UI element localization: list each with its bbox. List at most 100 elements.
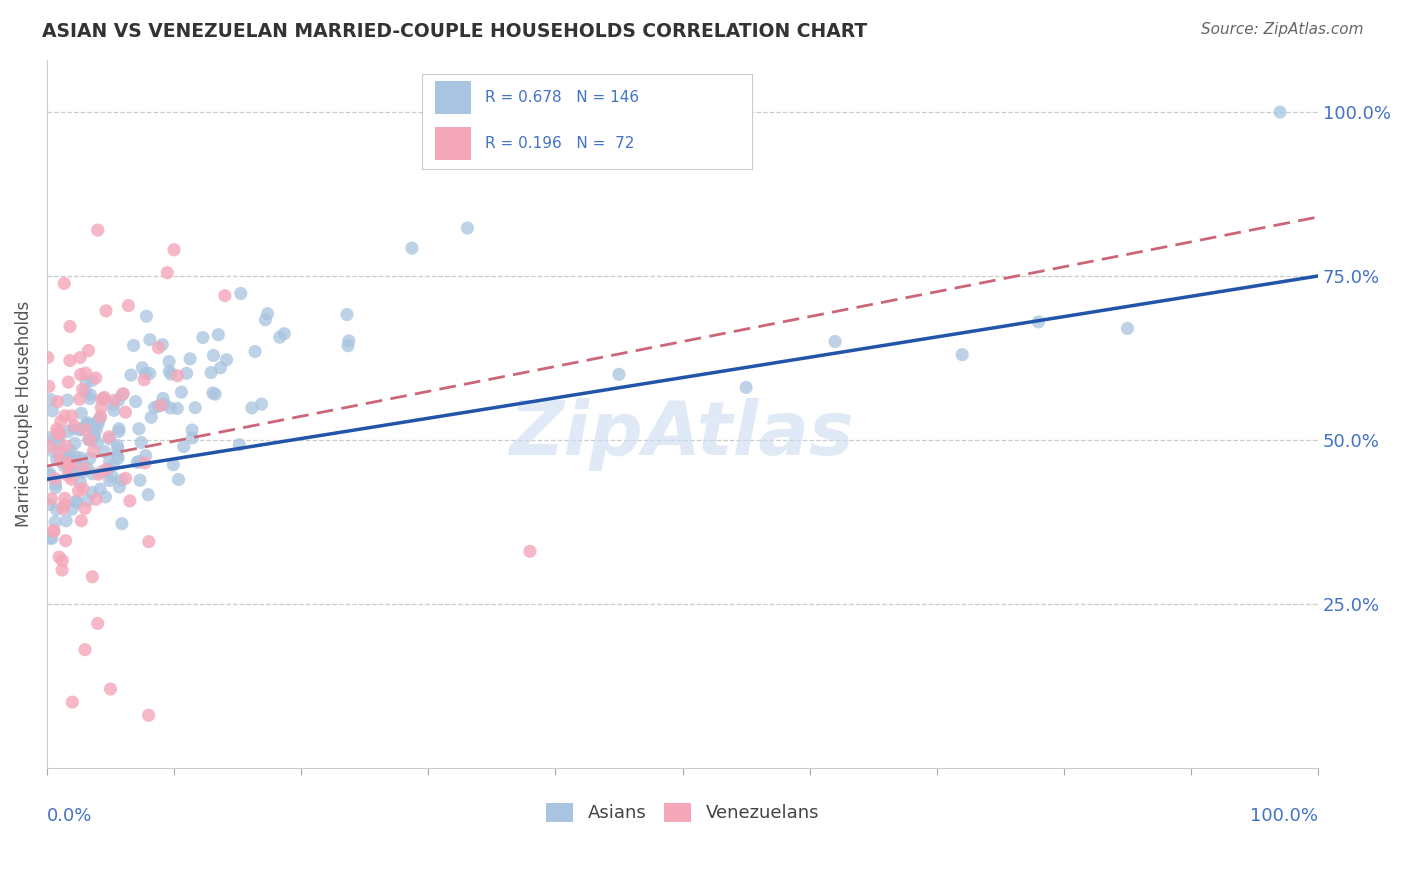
Point <box>60 409 83 423</box>
Point <box>38 498 60 512</box>
Point <box>250 397 273 411</box>
Point <box>1268 105 1291 120</box>
Point <box>69 475 91 489</box>
Point <box>76 461 98 475</box>
Point <box>157 354 180 368</box>
Point <box>127 455 149 469</box>
Point <box>80 433 103 447</box>
Point <box>103 393 125 408</box>
Point <box>114 471 136 485</box>
Point <box>48 438 70 452</box>
Point <box>39 531 62 545</box>
Point <box>72 482 94 496</box>
Point <box>76 416 98 430</box>
Point <box>69 368 91 382</box>
Point <box>94 462 117 476</box>
Point <box>191 330 214 344</box>
Point <box>73 501 96 516</box>
Point <box>56 458 79 472</box>
Point <box>87 616 110 631</box>
Point <box>59 353 82 368</box>
Point <box>82 467 104 481</box>
Point <box>82 444 104 458</box>
Point <box>157 364 180 378</box>
Point <box>254 312 277 326</box>
Point <box>52 501 75 516</box>
Point <box>107 449 129 463</box>
Point <box>55 439 77 453</box>
Point <box>76 493 98 508</box>
Point <box>1028 315 1050 329</box>
Point <box>83 428 105 442</box>
Point <box>53 498 76 512</box>
Point <box>38 439 60 453</box>
Point <box>63 436 86 450</box>
Point <box>607 368 630 382</box>
Point <box>228 437 250 451</box>
Point <box>84 492 107 507</box>
Point <box>65 494 87 508</box>
Point <box>94 304 117 318</box>
Point <box>107 451 129 466</box>
Point <box>111 388 134 402</box>
Point <box>58 456 80 470</box>
Point <box>70 406 93 420</box>
Point <box>77 343 100 358</box>
Point <box>49 454 72 468</box>
Point <box>53 409 76 423</box>
Point <box>134 456 156 470</box>
Point <box>58 460 80 475</box>
Point <box>70 514 93 528</box>
Point <box>56 393 79 408</box>
Point <box>73 642 96 657</box>
Y-axis label: Married-couple Households: Married-couple Households <box>15 301 32 527</box>
Point <box>45 452 67 467</box>
Point <box>56 468 79 483</box>
Point <box>201 386 224 401</box>
Point <box>107 438 129 452</box>
Point <box>84 423 107 437</box>
Point <box>44 472 66 486</box>
Point <box>181 431 204 445</box>
Point <box>73 461 96 475</box>
Point <box>49 426 72 441</box>
Point <box>59 464 82 478</box>
Point <box>60 452 83 467</box>
Point <box>45 422 67 436</box>
Point <box>37 351 59 365</box>
Point <box>98 474 121 488</box>
Point <box>44 515 66 529</box>
Point <box>53 491 76 506</box>
Point <box>69 392 91 407</box>
Point <box>90 401 112 415</box>
Point <box>66 450 89 465</box>
Point <box>42 524 65 538</box>
Point <box>336 308 359 322</box>
Point <box>401 241 423 255</box>
Point <box>139 367 162 381</box>
Point <box>79 433 101 447</box>
Point <box>59 319 82 334</box>
Point <box>229 286 252 301</box>
Point <box>184 401 207 415</box>
Point <box>146 399 169 413</box>
Point <box>83 429 105 443</box>
Point <box>159 401 181 415</box>
Point <box>46 444 69 458</box>
Text: Source: ZipAtlas.com: Source: ZipAtlas.com <box>1201 22 1364 37</box>
Point <box>337 339 360 353</box>
Point <box>135 449 157 463</box>
Point <box>45 502 67 516</box>
Point <box>87 467 110 482</box>
Point <box>950 348 973 362</box>
Point <box>149 398 172 412</box>
Point <box>163 243 186 257</box>
Point <box>204 387 226 401</box>
Point <box>111 516 134 531</box>
Text: 100.0%: 100.0% <box>1250 806 1319 824</box>
Point <box>108 480 131 494</box>
Point <box>131 360 153 375</box>
Point <box>38 468 60 483</box>
Point <box>159 367 181 381</box>
Point <box>75 417 97 432</box>
